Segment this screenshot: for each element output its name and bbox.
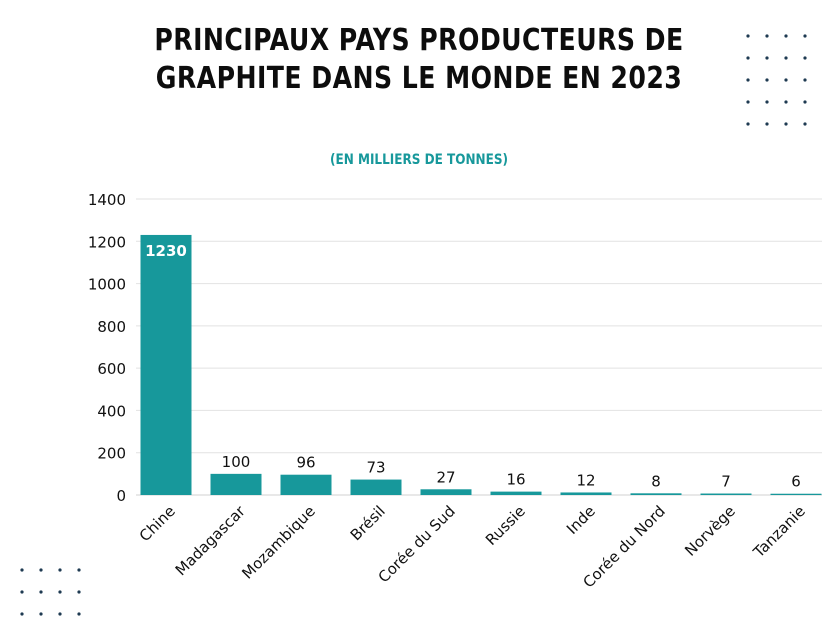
decorative-dot (803, 34, 807, 38)
x-tick-label-bresil: Brésil (347, 502, 389, 544)
decorative-dot (765, 34, 769, 38)
decorative-dot (77, 568, 81, 572)
x-tick-label-russie: Russie (482, 502, 529, 549)
decorative-dot (39, 568, 43, 572)
bar-mozambique (280, 474, 332, 495)
y-tick-label-1000: 1000 (88, 276, 126, 294)
data-label-norvege: 7 (721, 473, 731, 491)
decorative-dot (20, 568, 24, 572)
decorative-dot (58, 590, 62, 594)
decorative-dot (784, 56, 788, 60)
data-label-chine: 1230 (145, 242, 187, 260)
data-label-russie: 16 (506, 471, 525, 489)
decorative-dot (58, 568, 62, 572)
decorative-dot (765, 122, 769, 126)
decorative-dot (803, 78, 807, 82)
decorative-dot (765, 56, 769, 60)
y-tick-label-1200: 1200 (88, 233, 126, 251)
decorative-dot (784, 122, 788, 126)
x-tick-label-chine: Chine (136, 502, 179, 545)
bar-madagascar (210, 473, 262, 495)
x-tick-label-norvege: Norvège (681, 502, 739, 560)
data-label-tanzanie: 6 (791, 473, 801, 491)
chart-title-line-1: PRINCIPAUX PAYS PRODUCTEURS DE (154, 23, 684, 58)
bar-russie (490, 491, 542, 495)
decorative-dot (39, 612, 43, 616)
decorative-dot (803, 100, 807, 104)
x-tick-label-inde: Inde (563, 502, 599, 538)
decorative-dot (39, 590, 43, 594)
decorative-dot (784, 34, 788, 38)
bar-coree-du-sud (420, 489, 472, 495)
decorative-dot (784, 78, 788, 82)
decorative-dot (746, 34, 750, 38)
data-label-coree-du-nord: 8 (651, 472, 661, 490)
bar-coree-du-nord (630, 493, 682, 495)
decorative-dot (803, 56, 807, 60)
decorative-dot (77, 612, 81, 616)
data-labels: 1230 100 96 73 27 16 12 8 7 6 (145, 242, 801, 491)
data-label-bresil: 73 (366, 459, 385, 477)
bars (140, 234, 822, 495)
dot-grid-decoration-top-right (746, 34, 807, 126)
chart-title: PRINCIPAUX PAYS PRODUCTEURS DE GRAPHITE … (67, 22, 771, 98)
decorative-dot (803, 122, 807, 126)
data-label-coree-du-sud: 27 (436, 468, 455, 486)
decorative-dot (20, 590, 24, 594)
y-tick-label-800: 800 (97, 318, 126, 336)
bar-inde (560, 492, 612, 495)
data-label-madagascar: 100 (222, 453, 251, 471)
decorative-dot (765, 100, 769, 104)
chart-subtitle: (EN MILLIERS DE TONNES) (329, 152, 509, 168)
y-tick-label-0: 0 (116, 487, 126, 505)
decorative-dot (784, 100, 788, 104)
y-axis-tick-labels: 0 200 400 600 800 1000 1200 1400 (88, 191, 126, 505)
data-label-mozambique: 96 (296, 454, 315, 472)
decorative-dot (746, 122, 750, 126)
data-label-inde: 12 (576, 471, 595, 489)
bar-norvege (700, 493, 752, 495)
y-tick-label-1400: 1400 (88, 191, 126, 209)
bar-tanzanie (770, 493, 822, 495)
decorative-dot (20, 612, 24, 616)
y-tick-label-400: 400 (97, 402, 126, 420)
bar-bresil (350, 479, 402, 495)
y-tick-label-600: 600 (97, 360, 126, 378)
y-tick-label-200: 200 (97, 445, 126, 463)
decorative-dot (746, 78, 750, 82)
decorative-dot (765, 78, 769, 82)
x-tick-label-mozambique: Mozambique (238, 502, 318, 582)
x-tick-label-tanzanie: Tanzanie (749, 502, 809, 562)
bar-chine (140, 234, 192, 495)
gridlines (136, 198, 822, 496)
decorative-dot (77, 590, 81, 594)
dot-grid-decoration-bottom-left (20, 568, 81, 616)
decorative-dot (58, 612, 62, 616)
x-tick-label-madagascar: Madagascar (172, 502, 250, 580)
decorative-dot (746, 100, 750, 104)
decorative-dot (746, 56, 750, 60)
chart-title-line-2: GRAPHITE DANS LE MONDE EN 2023 (155, 61, 683, 96)
